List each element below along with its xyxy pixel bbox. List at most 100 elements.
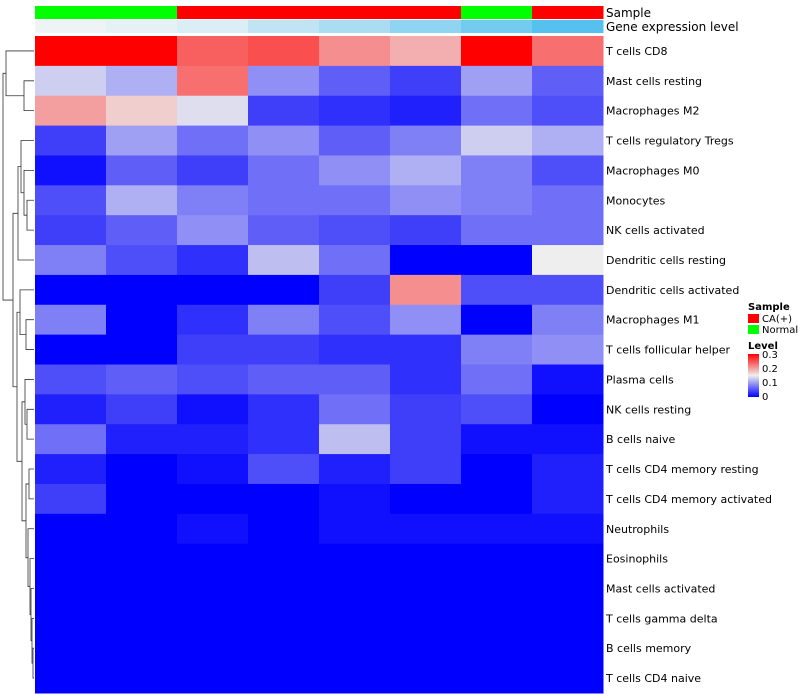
heatmap-cell <box>390 424 462 455</box>
heatmap-cell <box>390 215 462 246</box>
heatmap-cell <box>390 573 462 604</box>
heatmap-cell <box>106 364 178 395</box>
heatmap-cell <box>177 483 249 515</box>
heatmap-cell <box>106 483 178 515</box>
heatmap-cell <box>461 65 533 97</box>
heatmap-cell <box>35 573 107 604</box>
heatmap-cell <box>319 95 391 127</box>
heatmap-cell <box>390 633 462 664</box>
heatmap-cell <box>35 454 107 485</box>
heatmap-cell <box>461 424 533 455</box>
heatmap-cell <box>319 245 391 276</box>
legend-tick-0: 0 <box>762 392 768 403</box>
row-label: T cells CD8 <box>605 45 668 58</box>
dendrogram-branch <box>20 140 34 194</box>
heatmap-cell <box>248 185 320 216</box>
heatmap-cell <box>319 513 391 545</box>
heatmap-cell <box>461 394 533 425</box>
heatmap-cell <box>248 424 320 455</box>
heatmap-cell <box>35 394 107 425</box>
heatmap-cell <box>390 245 462 276</box>
dendrogram-branch <box>27 528 34 588</box>
heatmap-cell <box>532 663 604 694</box>
heatmap-cell <box>106 155 178 186</box>
heatmap-cell <box>177 663 249 694</box>
heatmap-cell <box>177 185 249 216</box>
heatmap-cell <box>532 483 604 515</box>
row-label: NK cells activated <box>606 224 705 237</box>
sample-annotation-cell <box>106 6 178 19</box>
heatmap-cell <box>248 454 320 485</box>
legend-title-level: Level <box>748 341 778 352</box>
heatmap-cell <box>177 573 249 604</box>
legend-tick-0-2: 0.2 <box>762 364 778 375</box>
heatmap-cell <box>319 454 391 485</box>
row-label: Mast cells resting <box>606 75 702 88</box>
heatmap-cell <box>35 513 107 545</box>
row-label: Dendritic cells activated <box>606 284 739 297</box>
heatmap-cell <box>390 155 462 186</box>
legend-label-normal: Normal <box>762 325 798 336</box>
heatmap-cell <box>248 215 320 246</box>
heatmap-cell <box>177 36 249 67</box>
expression-annotation-cell <box>319 20 391 33</box>
heatmap-cell <box>319 125 391 156</box>
sample-annotation-cell <box>248 6 320 19</box>
expression-annotation-cell <box>390 20 462 33</box>
heatmap-cell <box>248 603 320 634</box>
heatmap-cell <box>177 394 249 425</box>
heatmap-cell <box>177 603 249 634</box>
heatmap-cell <box>390 65 462 97</box>
heatmap-cell <box>248 364 320 395</box>
legend-title-sample: Sample <box>748 302 790 313</box>
sample-annotation-cell <box>177 6 249 19</box>
sample-annotation-cell <box>461 6 533 19</box>
heatmap-cell <box>35 424 107 455</box>
heatmap-cell <box>390 513 462 545</box>
heatmap-cell <box>390 95 462 127</box>
heatmap-cell <box>106 334 178 365</box>
heatmap-cell <box>461 513 533 545</box>
heatmap-cell <box>461 304 533 336</box>
heatmap-cell <box>390 483 462 515</box>
heatmap-cell <box>390 304 462 336</box>
row-label: B cells naive <box>606 433 675 446</box>
expression-annotation-cell <box>461 20 533 33</box>
heatmap-cell <box>177 304 249 336</box>
heatmap-cell <box>319 424 391 455</box>
heatmap-cell <box>106 454 178 485</box>
expression-annotation-cell <box>248 20 320 33</box>
heatmap-cell <box>106 424 178 455</box>
dendrogram-branch <box>26 199 34 231</box>
heatmap-cell <box>319 36 391 67</box>
heatmap-cell <box>532 334 604 365</box>
heatmap-cell <box>35 603 107 634</box>
heatmap-cell <box>177 155 249 186</box>
heatmap-cell <box>177 125 249 156</box>
annotation-label-gene-expression: Gene expression level <box>606 20 739 34</box>
heatmap-cell <box>177 245 249 276</box>
heatmap-cell <box>319 185 391 216</box>
legend: Sample CA(+) Normal Level 0.3 0.2 0.1 0 <box>748 302 798 403</box>
heatmap-cell <box>461 663 533 694</box>
heatmap-cell <box>106 543 178 575</box>
heatmap-cell <box>532 185 604 216</box>
heatmap-cell <box>106 36 178 67</box>
heatmap-cell <box>319 274 391 306</box>
heatmap-cell <box>390 364 462 395</box>
heatmap-cell <box>532 603 604 634</box>
heatmap-cell <box>390 125 462 156</box>
heatmap-cell <box>106 215 178 246</box>
heatmap-cell <box>532 95 604 127</box>
heatmap-cell <box>35 185 107 216</box>
heatmap-cell <box>248 95 320 127</box>
heatmap-cell <box>461 95 533 127</box>
sample-annotation-cell <box>390 6 462 19</box>
heatmap-cell <box>532 215 604 246</box>
heatmap-cell <box>319 65 391 97</box>
sample-annotation-cell <box>532 6 604 19</box>
row-label: Plasma cells <box>606 373 674 386</box>
heatmap-cell <box>35 334 107 365</box>
heatmap-cell <box>177 633 249 664</box>
